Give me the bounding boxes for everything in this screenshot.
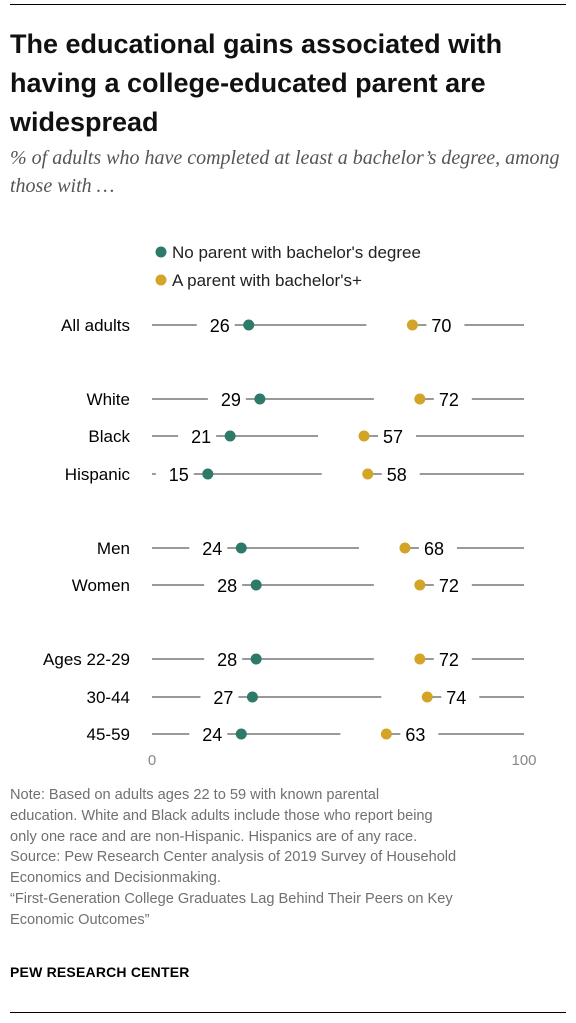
row-label: 45-59 xyxy=(87,725,130,744)
dot-no-parent xyxy=(250,579,262,591)
chart-title: The educational gains associated with ha… xyxy=(10,29,503,137)
dot-no-parent xyxy=(224,430,236,442)
dot-parent xyxy=(421,691,433,703)
value-label-parent: 72 xyxy=(439,650,459,670)
value-label-parent: 57 xyxy=(383,427,403,447)
row-label: Ages 22-29 xyxy=(43,650,130,669)
note-line: Economics and Decisionmaking. xyxy=(10,870,221,887)
dot-no-parent xyxy=(235,542,247,554)
dot-plot: No parent with bachelor's degree A parent… xyxy=(43,243,537,769)
value-label-no-parent: 27 xyxy=(213,688,233,708)
dot-parent xyxy=(414,393,426,405)
value-label-parent: 72 xyxy=(439,576,459,596)
dot-no-parent xyxy=(250,653,262,665)
chart-subtitle: % of adults who have completed at least … xyxy=(10,147,560,197)
dot-parent xyxy=(406,319,418,331)
legend-marker-parent xyxy=(155,274,167,286)
value-label-parent: 68 xyxy=(424,539,444,559)
note-line: Note: Based on adults ages 22 to 59 with… xyxy=(10,787,380,803)
dot-parent xyxy=(362,468,374,480)
row-label: Hispanic xyxy=(65,465,131,484)
value-label-no-parent: 21 xyxy=(191,427,211,447)
note-line: Source: Pew Research Center analysis of … xyxy=(10,849,457,866)
source-note: Note: Based on adults ages 22 to 59 with… xyxy=(10,785,570,931)
value-label-parent: 63 xyxy=(405,725,425,745)
dot-no-parent xyxy=(235,728,247,740)
value-label-parent: 58 xyxy=(387,465,407,485)
value-label-no-parent: 28 xyxy=(217,650,237,670)
dot-no-parent xyxy=(243,319,255,331)
x-tick-label: 0 xyxy=(148,752,156,769)
x-tick-label: 100 xyxy=(511,752,536,769)
value-label-parent: 70 xyxy=(431,316,451,336)
plot-rows: All adults 26 70 White 29 72 Black 21 57 Hispanic… xyxy=(43,316,524,745)
legend-label-parent: A parent with bachelor's+ xyxy=(172,271,362,290)
row-label: White xyxy=(87,390,130,409)
note-line: education. White and Black adults includ… xyxy=(10,807,433,824)
legend-marker-no_parent xyxy=(155,246,167,258)
row-label: Women xyxy=(72,576,130,595)
value-label-no-parent: 24 xyxy=(202,539,222,559)
top-rule xyxy=(10,4,566,5)
row-label: 30-44 xyxy=(87,688,130,707)
dot-no-parent xyxy=(202,468,214,480)
dot-no-parent xyxy=(246,691,258,703)
legend: No parent with bachelor's degree A parent… xyxy=(155,243,421,290)
value-label-no-parent: 26 xyxy=(210,316,230,336)
value-label-no-parent: 24 xyxy=(202,725,222,745)
note-line: “First-Generation College Graduates Lag … xyxy=(10,890,453,907)
dot-parent xyxy=(380,728,392,740)
dot-parent xyxy=(414,579,426,591)
dot-parent xyxy=(358,430,370,442)
bottom-rule xyxy=(10,1012,566,1013)
value-label-no-parent: 29 xyxy=(221,390,241,410)
dot-parent xyxy=(414,653,426,665)
dot-parent xyxy=(399,542,411,554)
row-label: All adults xyxy=(61,316,130,335)
value-label-parent: 72 xyxy=(439,390,459,410)
legend-label-no_parent: No parent with bachelor's degree xyxy=(172,243,421,262)
note-line: only one race and are non-Hispanic. Hisp… xyxy=(10,828,418,845)
x-axis: 0 100 xyxy=(148,752,537,769)
dot-no-parent xyxy=(254,393,266,405)
row-label: Black xyxy=(88,427,130,446)
value-label-no-parent: 15 xyxy=(169,465,189,485)
row-label: Men xyxy=(97,539,130,558)
value-label-parent: 74 xyxy=(446,688,466,708)
note-line: Economic Outcomes” xyxy=(10,911,150,928)
credit: PEW RESEARCH CENTER xyxy=(10,964,190,980)
value-label-no-parent: 28 xyxy=(217,576,237,596)
